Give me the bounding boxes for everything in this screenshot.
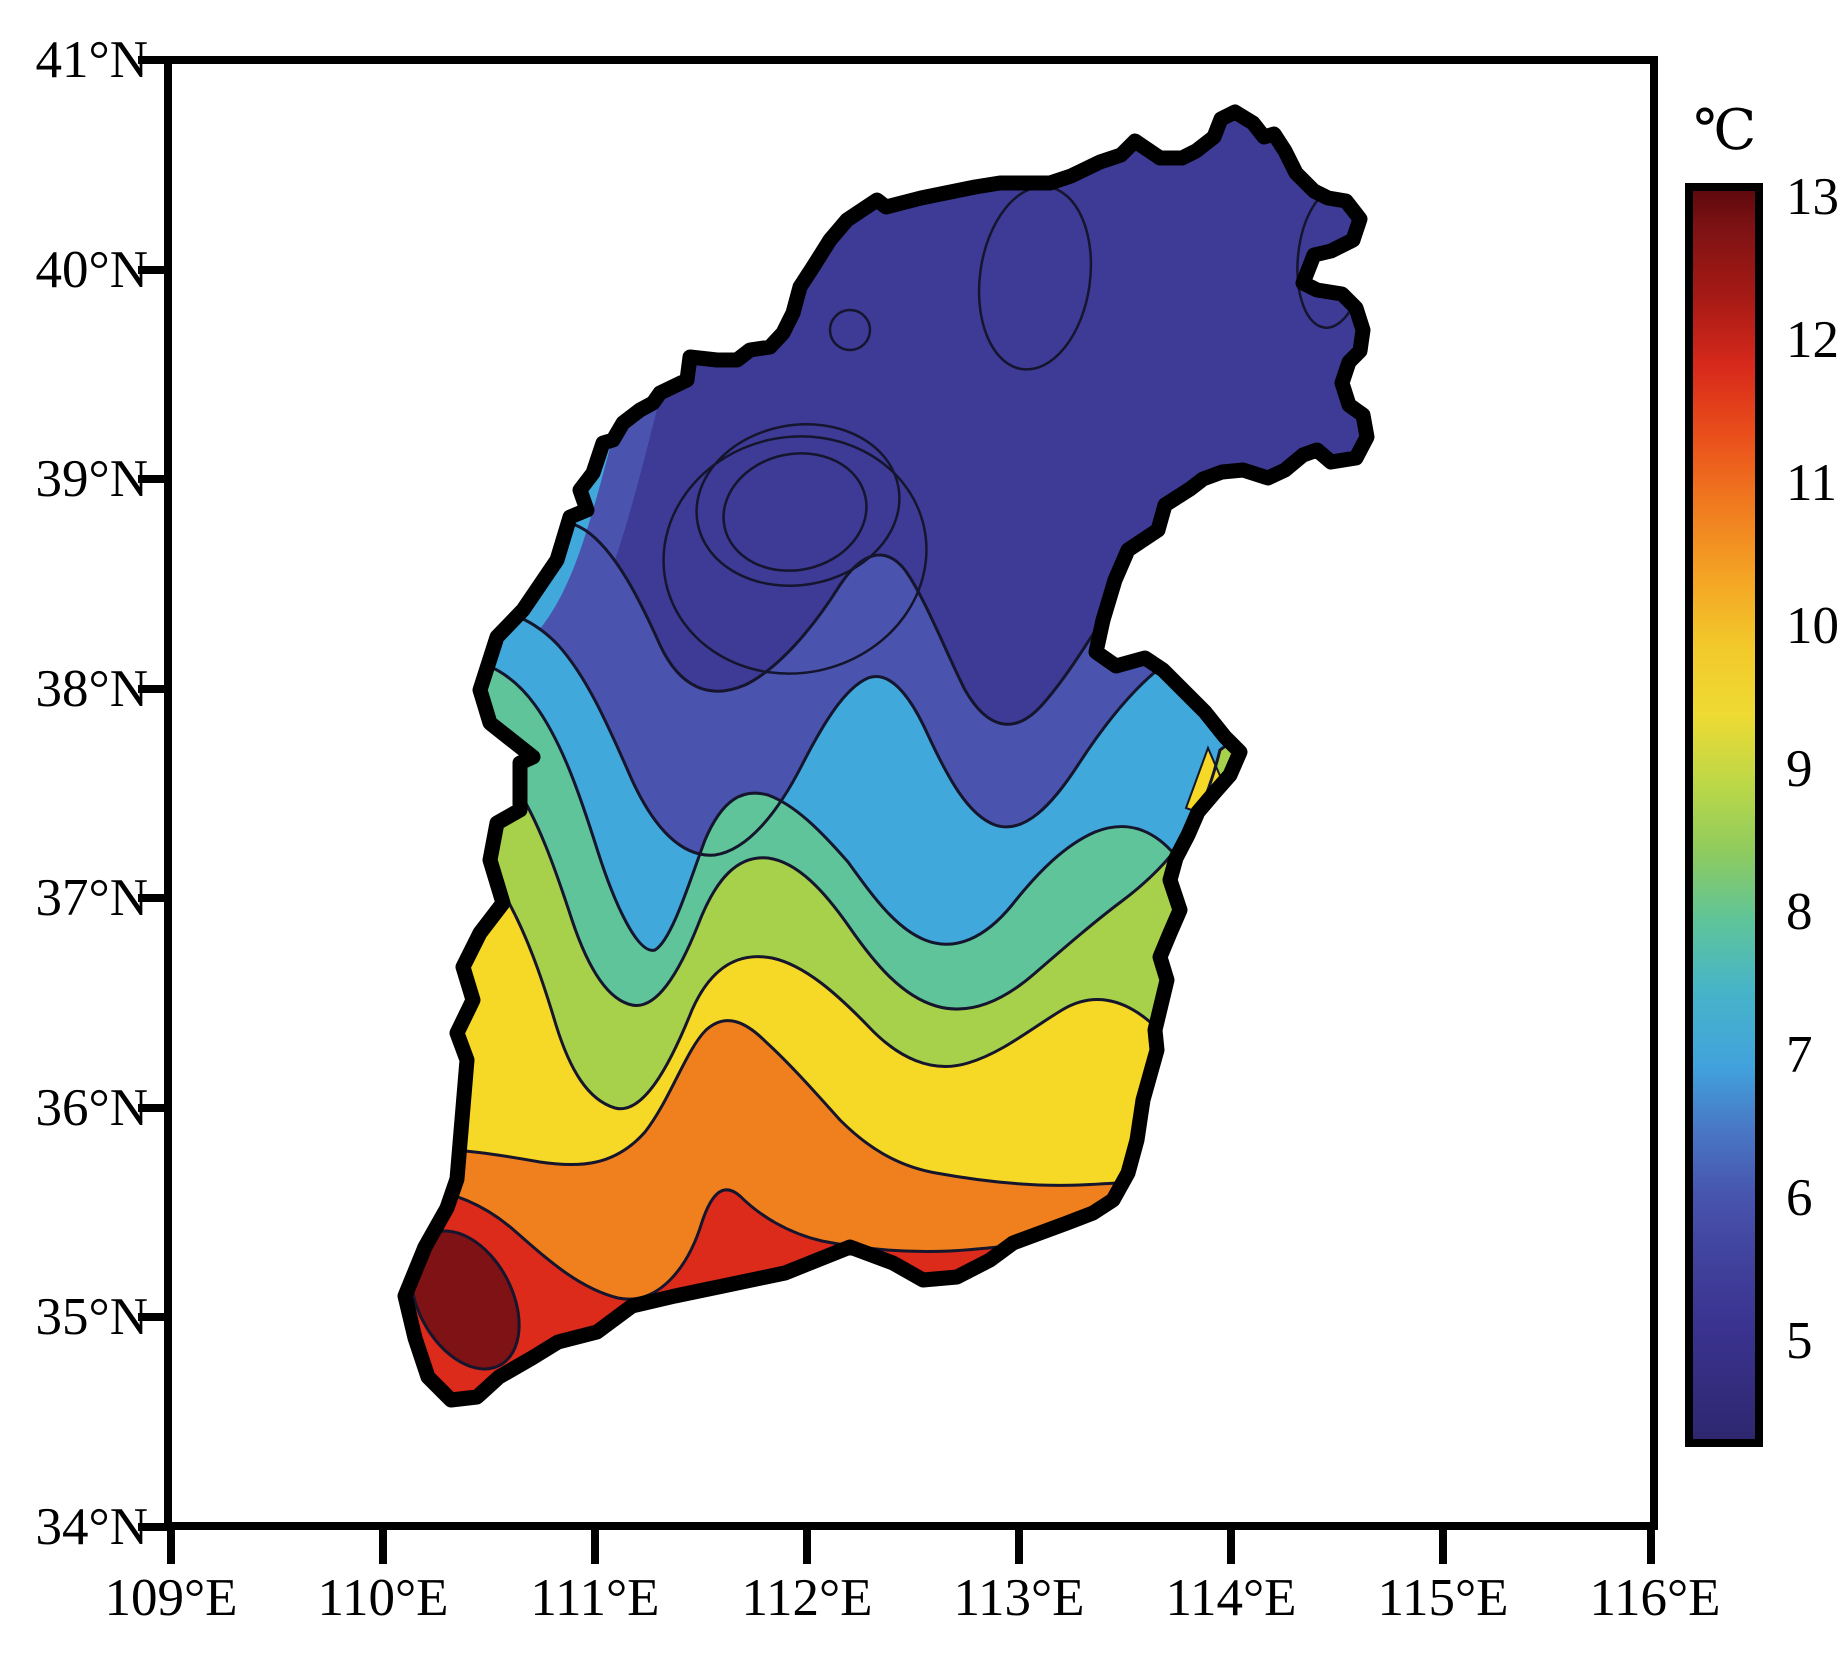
colorbar-tick-label: 6 (1786, 1169, 1813, 1227)
y-tick-38n (138, 685, 168, 693)
colorbar-title: ℃ (1693, 100, 1757, 162)
y-tick-39n (138, 475, 168, 483)
x-tick-110e (379, 1528, 387, 1564)
province-boundary (397, 104, 1375, 1408)
contour-line-11 (419, 1019, 1241, 1187)
cold-core-oval (722, 452, 868, 572)
contour-line-7 (429, 604, 1236, 857)
colorbar-tick-label: 7 (1786, 1026, 1813, 1084)
x-axis-label: 109°E (104, 1569, 238, 1627)
y-axis-label: 35°N (35, 1288, 148, 1346)
colorbar-tick-label: 8 (1786, 883, 1813, 941)
contour-line-6 (429, 515, 1256, 726)
contour-line-10 (419, 842, 1240, 1127)
indigo-ring-around-cold-core (695, 422, 901, 588)
y-tick-40n (138, 266, 168, 274)
y-axis-label: 39°N (35, 450, 148, 508)
x-axis-label: 116°E (1589, 1569, 1721, 1627)
contour-line-9 (424, 722, 1257, 1011)
x-axis-label: 113°E (953, 1569, 1085, 1627)
y-tick-41n (138, 56, 168, 64)
y-axis-label: 34°N (35, 1498, 148, 1556)
x-axis-label: 115°E (1377, 1569, 1509, 1627)
plot-frame (164, 56, 1658, 1530)
y-axis-label: 38°N (35, 660, 148, 718)
contour-line-8 (429, 656, 1251, 952)
colorbar-tick-label: 9 (1786, 740, 1813, 798)
y-axis-label: 41°N (35, 31, 148, 89)
nw-strip-6-7 (539, 383, 662, 652)
x-tick-113e (1015, 1528, 1023, 1564)
x-axis-label: 111°E (530, 1569, 660, 1627)
colorbar-tick-label: 11 (1786, 454, 1838, 512)
x-tick-111e (591, 1528, 599, 1564)
x-axis-label: 110°E (317, 1569, 449, 1627)
colorbar-tick-label: 10 (1786, 597, 1839, 655)
colorbar-tick-label: 13 (1786, 168, 1839, 226)
y-tick-35n (138, 1313, 168, 1321)
colorbar-tick-label: 12 (1786, 311, 1839, 369)
y-axis-label: 40°N (35, 241, 148, 299)
y-axis-label: 37°N (35, 869, 148, 927)
x-tick-114e (1227, 1528, 1235, 1564)
light-ring-around-cold-core (662, 435, 928, 675)
colorbar-tick-label: 5 (1786, 1312, 1813, 1370)
cold-core-dot (828, 308, 872, 352)
x-tick-116e (1647, 1528, 1655, 1564)
x-tick-112e (803, 1528, 811, 1564)
x-tick-115e (1439, 1528, 1447, 1564)
colorbar (1685, 183, 1763, 1447)
y-tick-36n (138, 1104, 168, 1112)
x-tick-109e (167, 1528, 175, 1564)
x-axis-label: 112°E (741, 1569, 873, 1627)
y-tick-34n (138, 1523, 168, 1531)
y-tick-37n (138, 894, 168, 902)
colorbar-gradient (1693, 191, 1755, 1439)
x-axis-label: 114°E (1165, 1569, 1297, 1627)
y-axis-label: 36°N (35, 1079, 148, 1137)
